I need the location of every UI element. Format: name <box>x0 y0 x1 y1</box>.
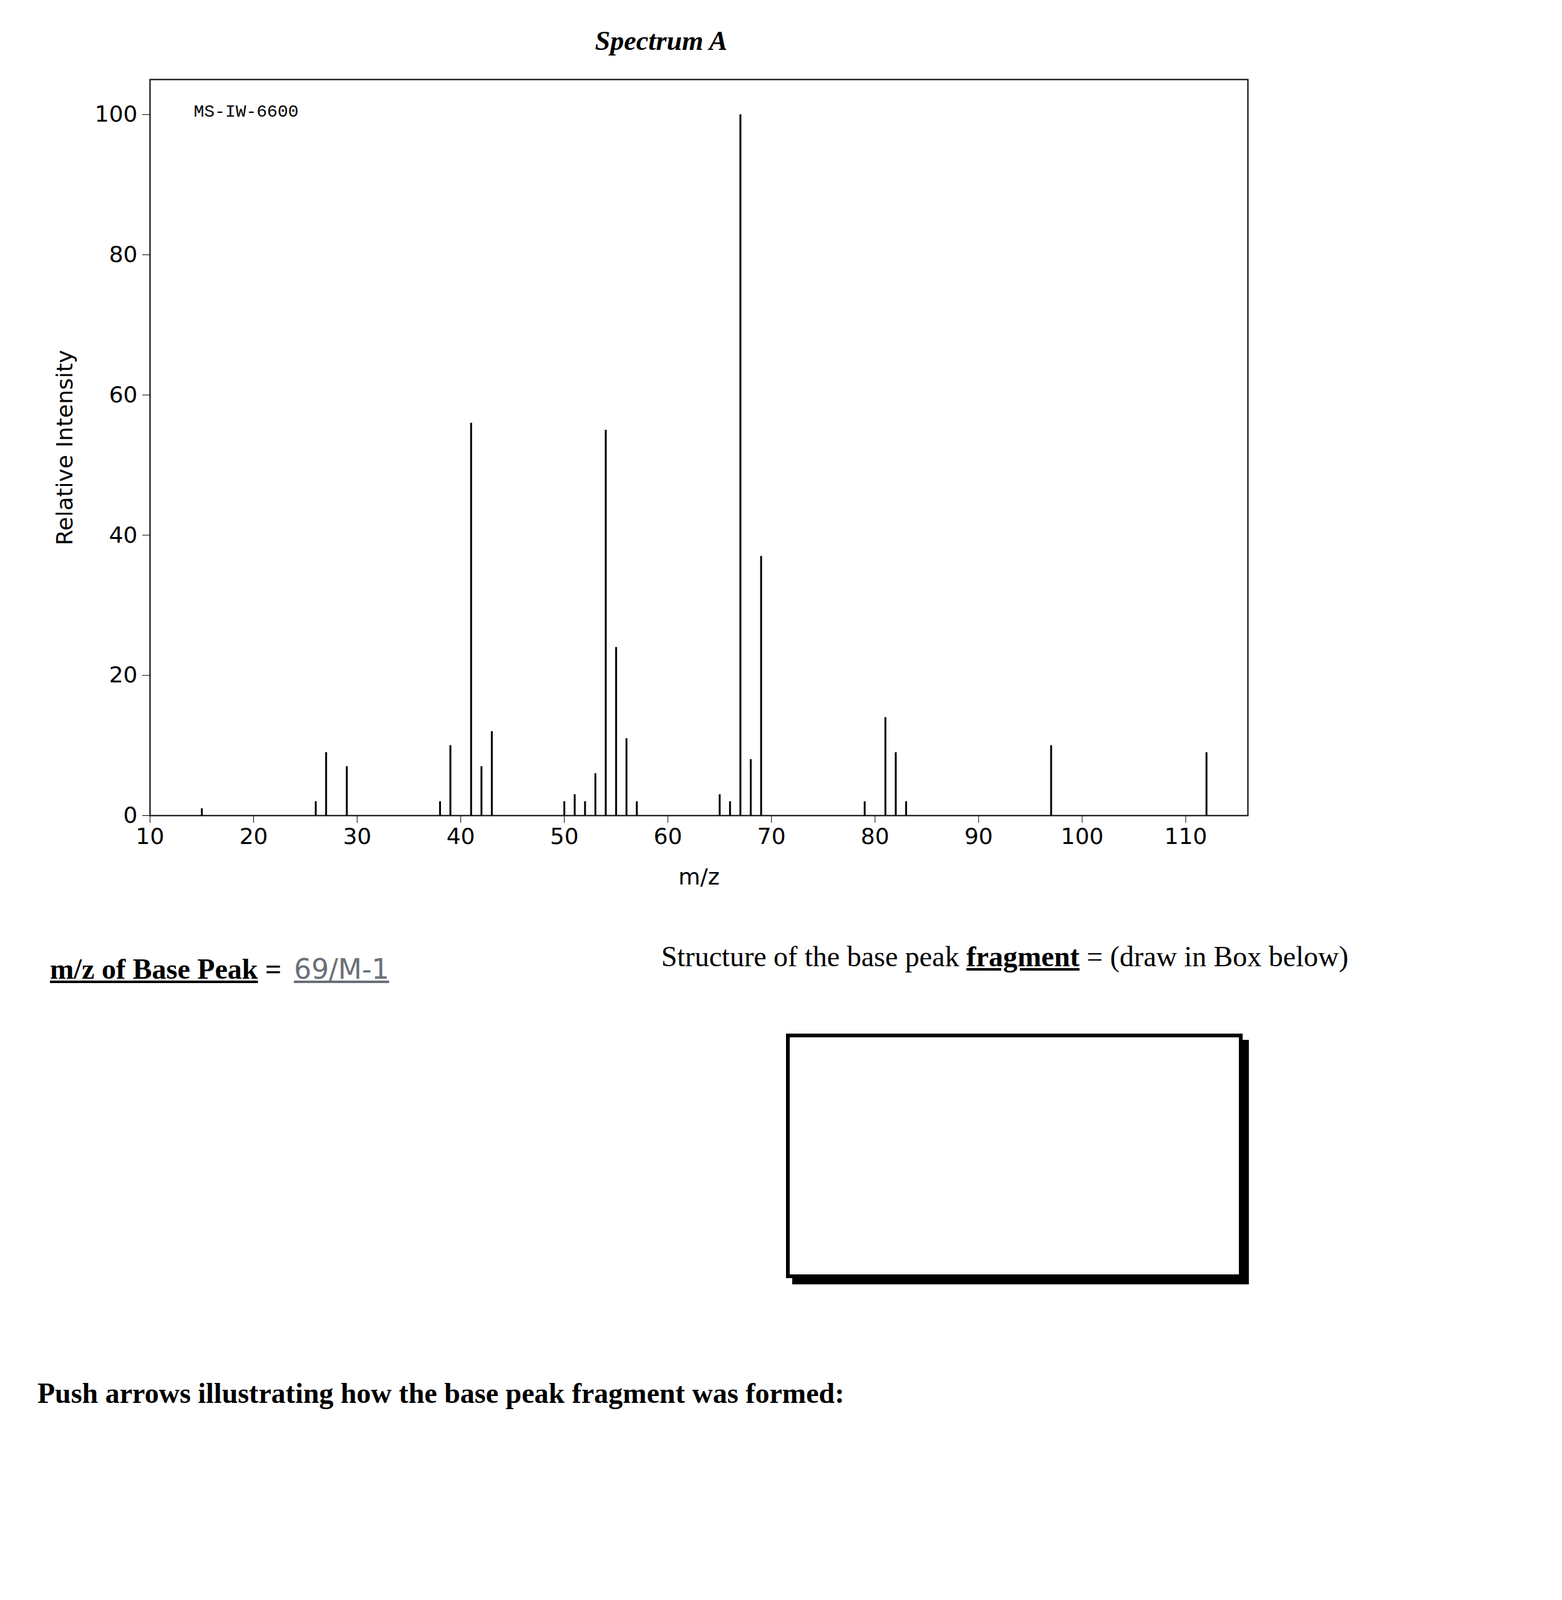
svg-text:40: 40 <box>446 823 476 849</box>
html-text:69/M-1: 69/M-1 <box>293 953 390 985</box>
svg-text:Relative Intensity: Relative Intensity <box>51 349 78 546</box>
svg-text:60: 60 <box>109 381 138 408</box>
svg-text:20: 20 <box>109 661 138 688</box>
html-text:m/z of Base Peak =: m/z of Base Peak = <box>49 953 282 985</box>
html-text:Push arrows illustrating how t: Push arrows illustrating how the base pe… <box>37 1377 845 1410</box>
svg-text:20: 20 <box>239 823 269 849</box>
svg-text:110: 110 <box>1164 823 1208 849</box>
svg-text:80: 80 <box>109 241 138 267</box>
svg-text:100: 100 <box>1060 823 1104 849</box>
svg-text:0: 0 <box>123 802 138 828</box>
svg-text:m/z: m/z <box>678 863 720 890</box>
svg-text:80: 80 <box>860 823 890 849</box>
svg-text:90: 90 <box>964 823 994 849</box>
svg-text:40: 40 <box>109 521 138 548</box>
svg-text:100: 100 <box>94 101 138 127</box>
svg-text:50: 50 <box>550 823 579 849</box>
svg-text:70: 70 <box>757 823 786 849</box>
svg-text:MS-IW-6600: MS-IW-6600 <box>194 102 299 122</box>
svg-text:10: 10 <box>135 823 165 849</box>
svg-text:60: 60 <box>653 823 683 849</box>
svg-text:30: 30 <box>343 823 372 849</box>
html-text:Spectrum A: Spectrum A <box>594 25 728 57</box>
html-text:Structure of the base peak fra: Structure of the base peak fragment = (d… <box>661 940 1349 973</box>
